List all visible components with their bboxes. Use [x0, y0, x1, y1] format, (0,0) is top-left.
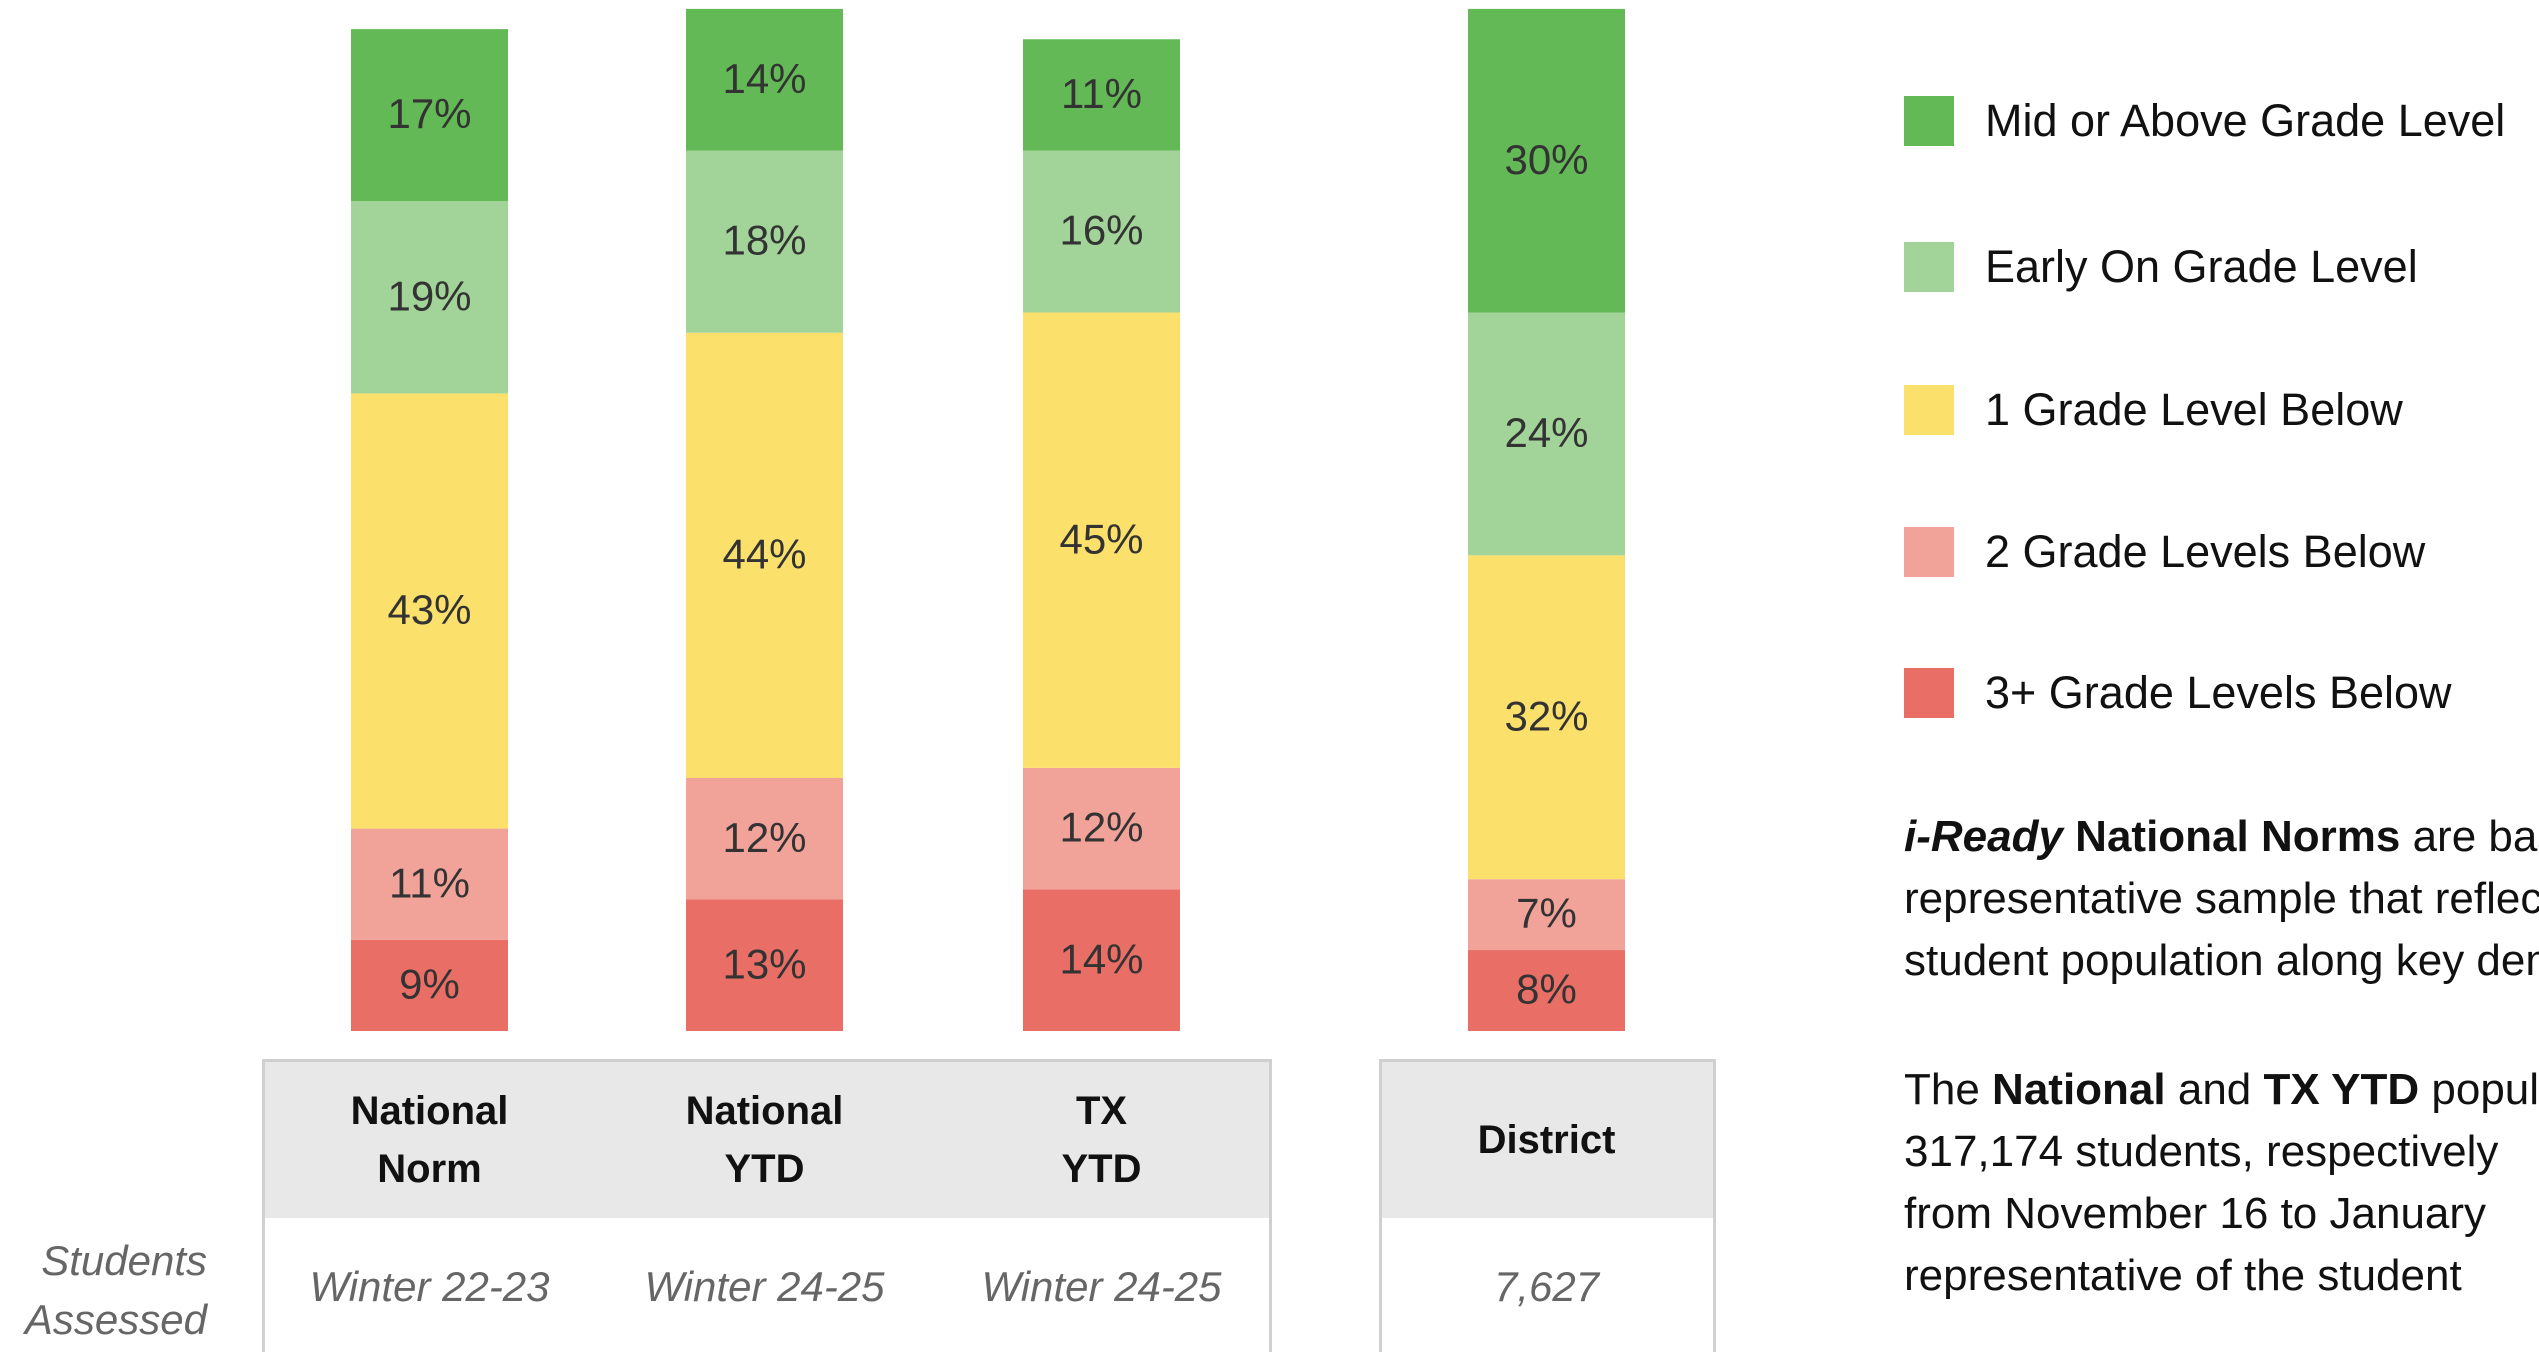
legend-label: 1 Grade Level Below — [1985, 384, 2403, 435]
bar-segment — [1023, 767, 1180, 890]
data-label: 16% — [1059, 207, 1143, 254]
bar-segment — [686, 778, 843, 900]
category-label: National Norm — [350, 1089, 509, 1191]
table-header — [265, 1062, 1269, 1218]
bar-segment — [686, 332, 843, 778]
note-text: are based on a — [2412, 812, 2539, 861]
note-text: The — [1904, 1065, 1993, 1114]
legend-item: Mid or Above Grade Level — [1904, 95, 2506, 146]
data-label: 43% — [387, 586, 471, 633]
data-label: 45% — [1059, 515, 1143, 562]
bar-segment — [686, 8, 843, 151]
bar-segment — [686, 150, 843, 333]
data-label: 9% — [399, 961, 460, 1008]
data-label: 12% — [1059, 804, 1143, 851]
legend-label: 2 Grade Levels Below — [1985, 526, 2426, 577]
legend-label: Early On Grade Level — [1985, 241, 2418, 292]
data-label: 32% — [1504, 692, 1588, 739]
note: The National and TX YTD populations 317,… — [1904, 1059, 2539, 1307]
note-text: representative of the student — [1904, 1251, 2462, 1300]
chart: 9% 11% 43% 19% 17% 13% 12% 44% 18% 14% 14% 12% 45% 16… — [351, 8, 1625, 1031]
bar-segment — [1023, 312, 1180, 768]
bar-segment — [1023, 889, 1180, 1031]
bar-segment — [1023, 39, 1180, 151]
legend-item: Early On Grade Level — [1904, 241, 2418, 292]
note-text: National — [1992, 1065, 2166, 1114]
data-label: 14% — [1059, 935, 1143, 982]
note-text: from November 16 to January — [1904, 1189, 2487, 1238]
row-value: 7,627 — [1493, 1263, 1600, 1310]
legend-item: 1 Grade Level Below — [1904, 384, 2403, 435]
bar-segment — [686, 899, 843, 1031]
bar-segment — [351, 29, 508, 202]
data-label: 44% — [722, 530, 806, 577]
bar-segment — [1023, 150, 1180, 313]
legend-swatch — [1904, 242, 1954, 292]
bar-segment — [1468, 950, 1625, 1031]
note-text: and — [2165, 1065, 2264, 1114]
table-box — [1379, 1059, 1716, 1352]
row-value: Winter 22-23 — [309, 1263, 550, 1310]
data-label: 19% — [387, 272, 471, 319]
bar-segment — [351, 939, 508, 1031]
data-label: 8% — [1516, 966, 1577, 1013]
note-text: National Norms — [2062, 812, 2401, 861]
note-text: student population along key demographic… — [1904, 936, 2539, 985]
category-label: TX YTD — [1061, 1089, 1142, 1191]
legend-swatch — [1904, 668, 1954, 718]
note: i-Ready National Norms are based on a re… — [1904, 806, 2539, 992]
data-label: 11% — [1061, 70, 1142, 117]
legend-label: 3+ Grade Levels Below — [1985, 667, 2452, 718]
category-label: District — [1477, 1118, 1616, 1162]
category-label: National YTD — [685, 1089, 844, 1191]
legend-swatch — [1904, 96, 1954, 146]
legend-label: Mid or Above Grade Level — [1985, 95, 2506, 146]
note-text: TX YTD — [2263, 1065, 2420, 1114]
note-text: 317,174 students, respectively — [1904, 1127, 2499, 1176]
data-label: 14% — [722, 55, 806, 102]
bar-segment — [1468, 312, 1625, 556]
legend-item: 2 Grade Levels Below — [1904, 526, 2426, 577]
bar-segment — [351, 828, 508, 940]
row-label: Students Assessed — [24, 1237, 207, 1343]
note-text: populations — [2431, 1065, 2539, 1114]
data-label: 30% — [1504, 136, 1588, 183]
bar-segment — [351, 201, 508, 394]
bar-segment — [1468, 879, 1625, 951]
data-label: 7% — [1516, 890, 1577, 937]
data-label: 13% — [722, 940, 806, 987]
legend-swatch — [1904, 527, 1954, 577]
note-text: i-Ready — [1904, 812, 2063, 861]
table-box — [262, 1059, 1272, 1352]
data-label: 24% — [1504, 409, 1588, 456]
legend-swatch — [1904, 385, 1954, 435]
bar-segment — [1468, 555, 1625, 880]
note-text: representative sample that reflects the — [1904, 874, 2539, 923]
data-label: 11% — [389, 859, 470, 906]
data-label: 12% — [722, 814, 806, 861]
bar-segment — [351, 393, 508, 829]
legend-item: 3+ Grade Levels Below — [1904, 667, 2452, 718]
row-value: Winter 24-25 — [644, 1263, 885, 1310]
data-label: 17% — [387, 90, 471, 137]
table-header — [1382, 1062, 1713, 1218]
data-label: 18% — [722, 217, 806, 264]
bar-segment — [1468, 8, 1625, 313]
row-value: Winter 24-25 — [981, 1263, 1222, 1310]
